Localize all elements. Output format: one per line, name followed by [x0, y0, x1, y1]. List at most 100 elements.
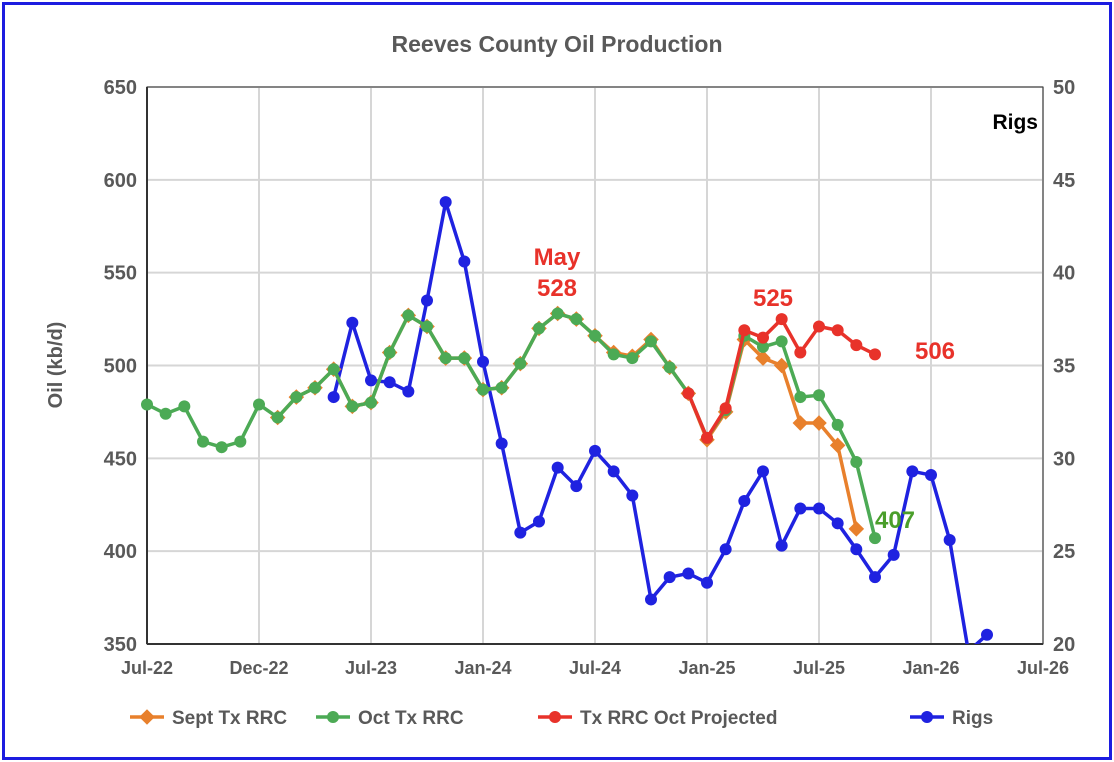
- data-point: [402, 385, 415, 398]
- data-point: [197, 435, 209, 448]
- data-point: [869, 348, 881, 361]
- data-point: [551, 307, 564, 320]
- data-point: [495, 437, 508, 450]
- data-point: [421, 320, 433, 333]
- data-point: [178, 400, 191, 413]
- x-tick-label: Jan-25: [678, 658, 735, 678]
- y-axis-label: Oil (kb/d): [45, 322, 67, 409]
- data-point: [570, 480, 583, 493]
- legend-marker: [921, 711, 933, 723]
- annotation-525: 525: [753, 285, 793, 312]
- y2-tick-label: 35: [1053, 356, 1075, 378]
- data-point: [365, 374, 377, 387]
- data-point: [477, 355, 489, 368]
- series-rigs: [327, 196, 993, 644]
- x-tick-label: Jan-24: [454, 658, 511, 678]
- data-point: [831, 324, 844, 337]
- data-point: [458, 352, 471, 365]
- y-tick-label: 350: [104, 634, 137, 656]
- y2-tick-label: 30: [1053, 448, 1075, 470]
- y2-tick-label: 50: [1053, 77, 1075, 99]
- data-point: [141, 398, 153, 411]
- legend-marker: [327, 711, 339, 723]
- series-line: [146, 311, 877, 539]
- data-point: [402, 309, 415, 322]
- legend: Sept Tx RRC Oct Tx RRC Tx RRC Oct Projecte…: [130, 708, 993, 729]
- data-point: [887, 548, 900, 561]
- x-tick-label: Jul-23: [345, 658, 397, 678]
- plot-border: [146, 86, 1044, 645]
- y-tick-label: 600: [104, 170, 137, 192]
- data-point: [477, 383, 489, 396]
- data-point: [850, 339, 863, 352]
- legend-label: Sept Tx RRC: [172, 708, 287, 729]
- data-point: [570, 313, 583, 326]
- data-point: [663, 571, 676, 584]
- chart-title: Reeves County Oil Production: [392, 31, 723, 57]
- data-point: [645, 335, 657, 348]
- x-tick-label: Jul-24: [569, 658, 621, 678]
- data-point: [848, 521, 865, 537]
- annotation-may: May: [534, 244, 581, 271]
- data-point: [159, 407, 172, 420]
- data-point: [701, 576, 713, 589]
- data-point: [234, 435, 247, 448]
- y-tick-label: 650: [104, 77, 137, 99]
- data-point: [458, 255, 471, 268]
- y2-tick-label: 25: [1053, 541, 1075, 563]
- y-tick-label: 400: [104, 541, 137, 563]
- data-point: [290, 391, 303, 404]
- data-point: [607, 348, 620, 361]
- data-point: [925, 469, 937, 482]
- data-point: [831, 418, 844, 431]
- data-point: [514, 526, 527, 539]
- data-point: [215, 441, 228, 454]
- data-point: [738, 324, 751, 337]
- data-point: [589, 444, 601, 457]
- series-line: [331, 200, 989, 644]
- data-point: [309, 381, 321, 394]
- data-point: [794, 346, 807, 359]
- y-tick-label: 500: [104, 356, 137, 378]
- data-point: [589, 329, 601, 342]
- data-point: [813, 389, 825, 402]
- data-point: [794, 502, 807, 515]
- y2-axis-label: Rigs: [992, 111, 1038, 134]
- data-point: [383, 346, 396, 359]
- legend-label: Tx RRC Oct Projected: [580, 708, 777, 729]
- data-point: [682, 387, 695, 400]
- data-point: [757, 331, 769, 344]
- data-point: [719, 402, 732, 415]
- x-tick-label: Jul-26: [1017, 658, 1069, 678]
- series-oct-tx-rrc: [141, 307, 881, 545]
- data-point: [346, 316, 359, 329]
- data-point: [813, 502, 825, 515]
- data-point: [869, 532, 881, 545]
- x-tick-label: Jan-26: [902, 658, 959, 678]
- data-point: [943, 534, 956, 547]
- data-point: [383, 376, 396, 389]
- data-point: [831, 517, 844, 530]
- x-tick-label: Jul-22: [121, 658, 173, 678]
- data-point: [682, 567, 695, 580]
- data-point: [533, 515, 545, 528]
- data-point: [439, 196, 452, 209]
- data-point: [981, 628, 993, 641]
- data-point: [792, 415, 809, 431]
- data-point: [757, 340, 769, 353]
- data-point: [775, 313, 788, 326]
- data-point: [253, 398, 265, 411]
- legend-label: Rigs: [952, 708, 993, 729]
- data-point: [607, 465, 620, 478]
- y2-tick-label: 45: [1053, 170, 1075, 192]
- data-point: [757, 465, 769, 478]
- data-point: [626, 489, 639, 502]
- data-point: [850, 543, 863, 556]
- annotation-506: 506: [915, 338, 955, 365]
- x-tick-label: Dec-22: [229, 658, 288, 678]
- data-point: [346, 400, 359, 413]
- y-tick-label: 450: [104, 448, 137, 470]
- legend-marker: [139, 709, 155, 725]
- data-point: [327, 363, 340, 376]
